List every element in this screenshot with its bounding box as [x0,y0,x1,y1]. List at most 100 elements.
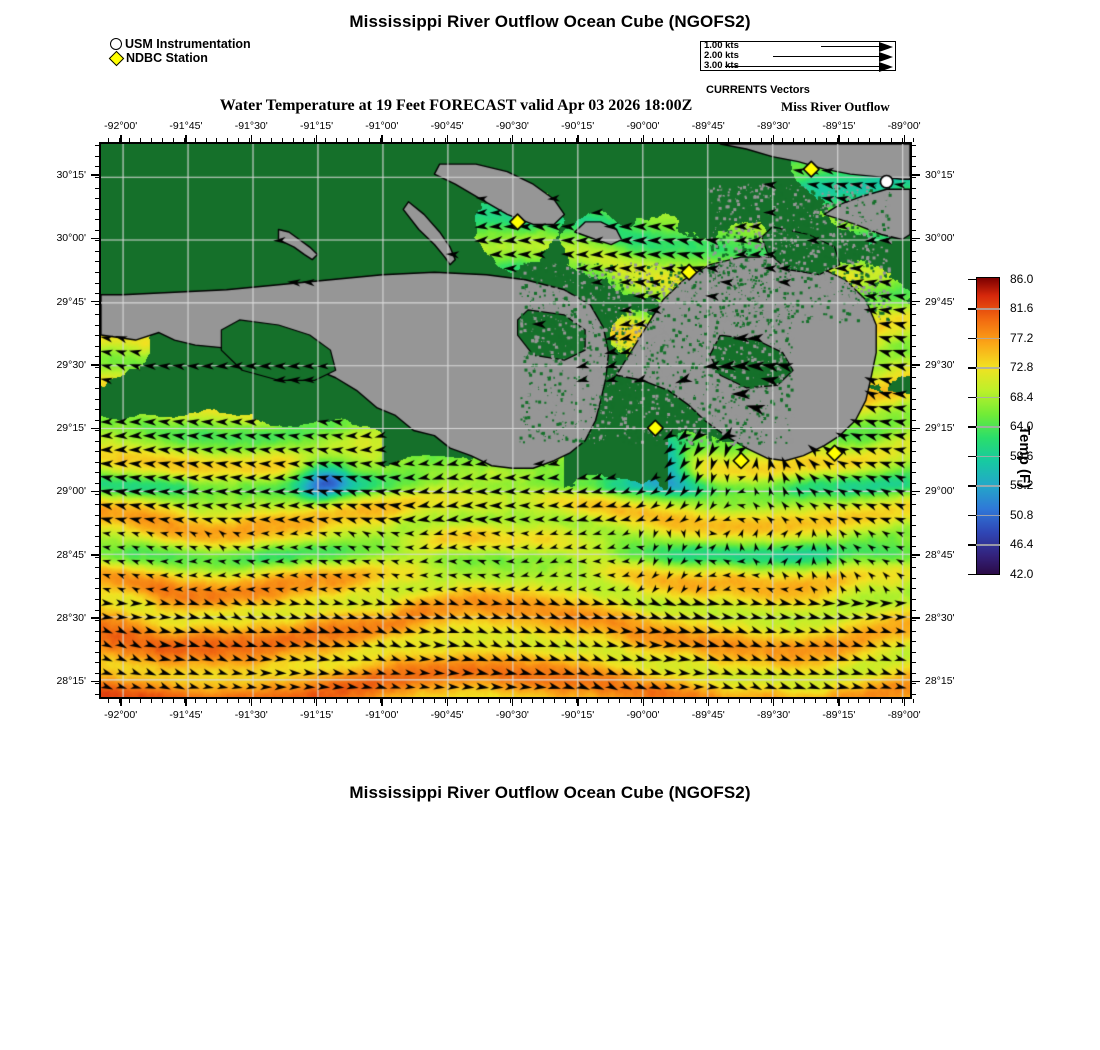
axis-tick [707,135,710,142]
axis-tick [292,699,294,703]
circle-marker-icon [110,38,122,50]
colorbar-tick [968,278,976,281]
axis-tick [912,514,916,516]
axis-tick [553,699,555,703]
axis-tick [912,490,920,493]
axis-tick [912,641,916,643]
axis-tick [771,699,773,703]
axis-tick [838,699,840,706]
axis-tick [912,683,916,685]
axis-tick [379,699,381,703]
axis-tick [336,699,338,703]
colorbar-tick-label: 77.2 [1010,330,1034,345]
vector-arrowhead-3 [879,62,893,72]
axis-tick [444,699,446,703]
axis-tick [880,699,882,703]
vector-key-row-3: 3.00 kts [701,61,895,72]
axis-tick-label: 28°45' [56,548,86,561]
axis-tick [91,490,99,493]
axis-tick [912,609,916,611]
axis-tick [316,699,318,706]
axis-tick [912,324,916,326]
axis-tick [912,577,916,579]
colorbar-tick [968,455,976,458]
axis-tick [912,219,916,221]
axis-tick [773,135,775,142]
axis-tick [912,672,916,674]
axis-tick [368,699,370,703]
axis-tick [216,699,218,703]
axis-tick [912,177,916,179]
axis-tick-label: 28°15' [56,675,86,688]
axis-tick [707,699,710,706]
colorbar-divider [976,396,1000,398]
axis-tick [912,388,916,389]
map-plot-area[interactable] [99,142,912,699]
axis-tick [814,699,816,703]
axis-tick [891,699,893,703]
axis-tick [91,554,99,556]
vector-shaft-3 [725,66,879,68]
axis-tick [912,662,916,664]
colorbar-tick-label: 86.0 [1010,271,1034,286]
axis-tick [912,364,920,366]
axis-tick-label: 30°00' [56,232,86,245]
axis-tick-label: -90°45' [430,709,464,721]
axis-tick [912,240,916,242]
axis-tick [782,699,784,703]
axis-tick [183,699,185,703]
axis-tick [901,699,903,703]
axis-tick [455,699,457,703]
axis-tick [118,699,120,703]
axis-tick [577,135,579,142]
axis-tick-label: 29°00' [56,485,86,498]
axis-tick [716,699,718,703]
axis-tick [903,699,906,706]
axis-tick [912,427,920,429]
axis-tick-label: 30°15' [56,168,86,181]
axis-tick [107,699,109,703]
axis-tick [912,271,916,273]
axis-tick [347,699,349,703]
axis-tick [912,651,916,653]
axis-tick [773,699,775,706]
axis-tick [577,699,579,706]
vector-key-label-2: 2.00 kts [704,50,739,61]
axis-tick [847,699,849,703]
axis-tick [91,301,99,303]
axis-tick [120,699,122,706]
axis-tick-label: 28°15' [925,675,955,688]
axis-tick-label: 28°30' [56,611,86,624]
axis-tick [912,630,916,632]
colorbar-tick [968,367,976,369]
axis-tick [608,699,610,703]
axis-tick [858,699,860,703]
axis-tick-label: 29°45' [925,295,955,308]
colorbar-divider [976,308,1000,310]
axis-tick-label: -89°45' [691,709,725,721]
page-title: Mississippi River Outflow Ocean Cube (NG… [349,12,751,31]
axis-tick [238,699,240,703]
axis-tick [912,680,920,683]
axis-tick [423,699,425,703]
colorbar-divider [976,514,1000,516]
axis-tick [511,135,514,142]
axis-tick [912,535,916,537]
axis-tick [499,699,501,703]
colorbar-tick-label: 81.6 [1010,301,1034,315]
axis-tick-label: -89°15' [822,120,856,132]
axis-tick [575,699,577,703]
colorbar-divider [976,367,1000,369]
axis-tick-label: -92°00' [104,709,138,721]
colorbar-tick [968,544,976,546]
axis-tick-label: -90°15' [561,709,595,721]
axis-tick-label: 29°00' [925,485,955,498]
axis-tick [521,699,523,703]
axis-tick [912,187,916,189]
axis-tick [912,504,916,506]
axis-tick [912,293,916,295]
vector-key-label-1: 1.00 kts [704,40,739,51]
axis-tick [912,145,916,147]
axis-tick-label: -90°00' [626,120,660,132]
colorbar-divider [976,485,1000,487]
